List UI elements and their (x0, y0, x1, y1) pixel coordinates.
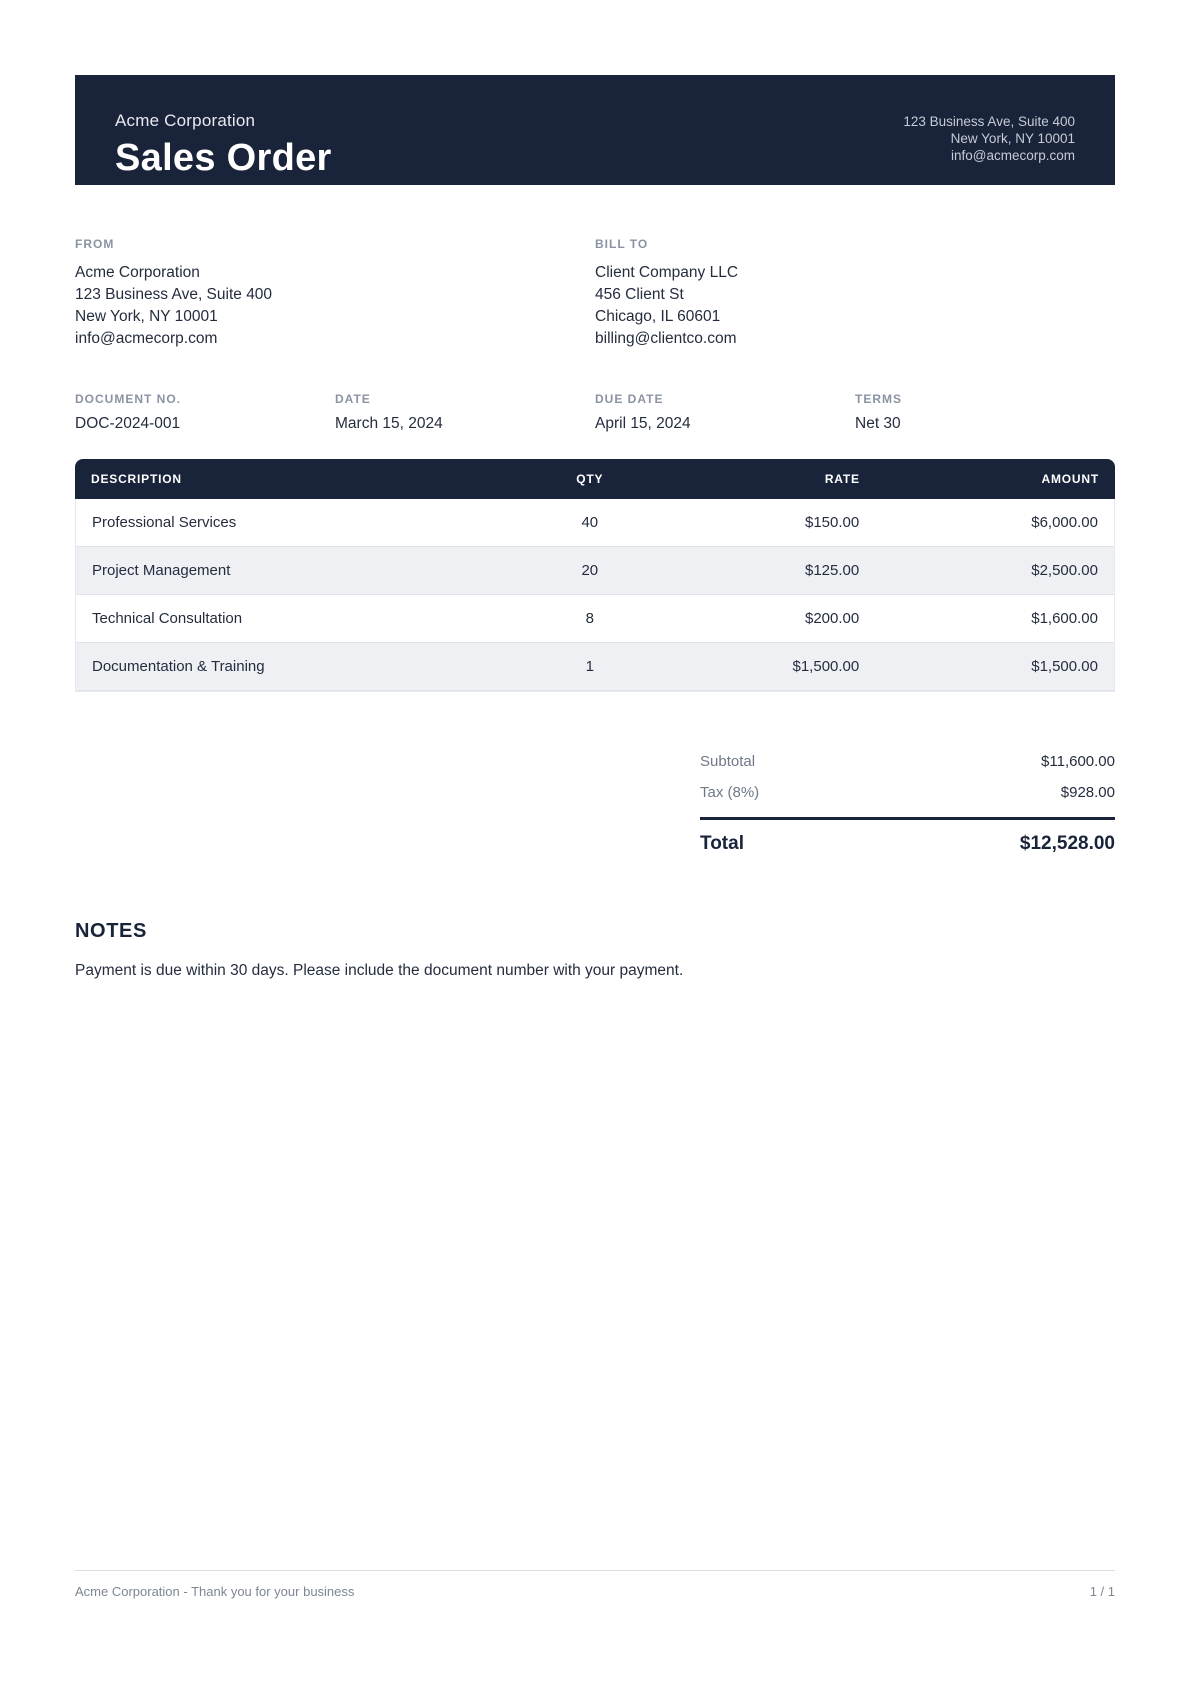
cell-description: Project Management (92, 562, 231, 579)
meta-value: April 15, 2024 (595, 415, 691, 432)
subtotal-label: Subtotal (700, 753, 756, 770)
footer-text: Acme Corporation - Thank you for your bu… (75, 1584, 355, 1599)
col-header-rate: RATE (824, 472, 860, 486)
table-row: Technical Consultation 8 $200.00 $1,600.… (76, 595, 1114, 643)
document-header: Acme Corporation Sales Order 123 Busines… (75, 75, 1115, 185)
total-value: $12,528.00 (1019, 833, 1115, 854)
table-row: Documentation & Training 1 $1,500.00 $1,… (76, 643, 1114, 691)
subtotal-value: $11,600.00 (1041, 753, 1115, 770)
meta-due-date: DUE DATE April 15, 2024 (595, 392, 855, 433)
bill-to-line: billing@clientco.com (595, 330, 737, 347)
meta-terms: TERMS Net 30 (855, 392, 1115, 433)
company-address-line: New York, NY 10001 (950, 131, 1075, 146)
company-address-email: info@acmecorp.com (951, 148, 1075, 163)
cell-amount: $1,600.00 (1031, 610, 1098, 627)
cell-amount: $1,500.00 (1031, 658, 1098, 675)
col-header-qty: QTY (576, 472, 604, 486)
tax-value: $928.00 (1060, 784, 1115, 801)
meta-value: March 15, 2024 (335, 415, 443, 432)
cell-rate: $1,500.00 (792, 658, 860, 675)
cell-rate: $200.00 (805, 610, 860, 627)
table-row: Professional Services 40 $150.00 $6,000.… (76, 499, 1114, 547)
meta-label: DUE DATE (595, 392, 664, 406)
notes-heading: NOTES (75, 920, 147, 942)
page-footer: Acme Corporation - Thank you for your bu… (75, 1570, 1115, 1599)
document-title: Sales Order (115, 137, 332, 179)
from-section: FROM Acme Corporation 123 Business Ave, … (75, 237, 595, 350)
from-label: FROM (75, 237, 115, 251)
meta-label: DATE (335, 392, 371, 406)
document-meta: DOCUMENT NO. DOC-2024-001 DATE March 15,… (75, 392, 1115, 433)
cell-rate: $150.00 (805, 514, 860, 531)
subtotal-row: Subtotal $11,600.00 (700, 746, 1115, 777)
company-name: Acme Corporation (115, 111, 256, 130)
totals-section: Subtotal $11,600.00 Tax (8%) $928.00 Tot… (700, 746, 1115, 862)
meta-document-no: DOCUMENT NO. DOC-2024-001 (75, 392, 335, 433)
bill-to-section: BILL TO Client Company LLC 456 Client St… (595, 237, 1115, 350)
total-row: Total $12,528.00 (700, 817, 1115, 862)
from-line: 123 Business Ave, Suite 400 (75, 286, 273, 303)
cell-description: Documentation & Training (92, 658, 265, 675)
bill-to-line: 456 Client St (595, 286, 684, 303)
parties-section: FROM Acme Corporation 123 Business Ave, … (75, 237, 1115, 350)
bill-to-label: BILL TO (595, 237, 649, 251)
company-address: 123 Business Ave, Suite 400 New York, NY… (903, 113, 1075, 164)
cell-qty: 8 (585, 610, 594, 627)
bill-to-line: Client Company LLC (595, 264, 739, 281)
notes-section: NOTES Payment is due within 30 days. Ple… (75, 920, 1115, 982)
cell-amount: $6,000.00 (1031, 514, 1098, 531)
cell-qty: 20 (581, 562, 599, 579)
line-items-table: DESCRIPTION QTY RATE AMOUNT Professional… (75, 459, 1115, 692)
notes-text: Payment is due within 30 days. Please in… (75, 962, 684, 979)
bill-to-line: Chicago, IL 60601 (595, 308, 721, 325)
cell-description: Technical Consultation (92, 610, 243, 627)
page-number: 1 / 1 (1089, 1584, 1115, 1599)
meta-date: DATE March 15, 2024 (335, 392, 595, 433)
company-address-line: 123 Business Ave, Suite 400 (903, 114, 1075, 129)
total-label: Total (700, 833, 744, 854)
meta-value: Net 30 (855, 415, 901, 432)
cell-rate: $125.00 (805, 562, 860, 579)
from-line: Acme Corporation (75, 264, 200, 281)
from-line: info@acmecorp.com (75, 330, 218, 347)
header-left: Acme Corporation Sales Order (115, 105, 332, 177)
cell-qty: 1 (585, 658, 594, 675)
meta-label: TERMS (855, 392, 902, 406)
tax-label: Tax (8%) (700, 784, 760, 801)
cell-qty: 40 (581, 514, 599, 531)
tax-row: Tax (8%) $928.00 (700, 777, 1115, 808)
table-body: Professional Services 40 $150.00 $6,000.… (75, 499, 1115, 692)
from-line: New York, NY 10001 (75, 308, 218, 325)
document-content: Acme Corporation Sales Order 123 Busines… (75, 75, 1115, 982)
table-header-row: DESCRIPTION QTY RATE AMOUNT (75, 459, 1115, 499)
meta-label: DOCUMENT NO. (75, 392, 181, 406)
cell-amount: $2,500.00 (1031, 562, 1098, 579)
table-row: Project Management 20 $125.00 $2,500.00 (76, 547, 1114, 595)
col-header-description: DESCRIPTION (91, 472, 182, 486)
col-header-amount: AMOUNT (1041, 472, 1099, 486)
meta-value: DOC-2024-001 (75, 415, 181, 432)
cell-description: Professional Services (92, 514, 237, 531)
